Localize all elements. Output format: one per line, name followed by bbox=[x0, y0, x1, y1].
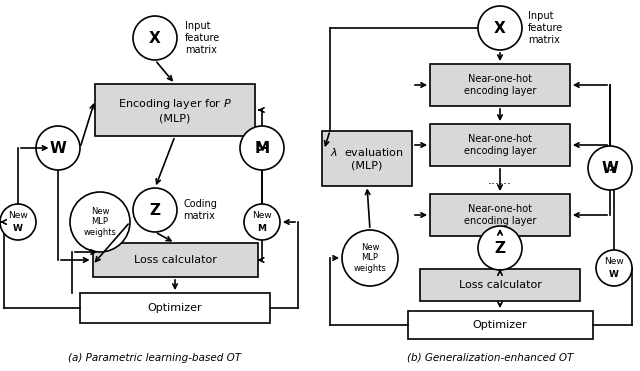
Circle shape bbox=[0, 204, 36, 240]
Text: Optimizer: Optimizer bbox=[473, 320, 527, 330]
Text: (a) Parametric learning-based OT: (a) Parametric learning-based OT bbox=[68, 353, 241, 363]
Text: New
$\mathbf{W}$: New $\mathbf{W}$ bbox=[8, 211, 28, 233]
Text: Optimizer: Optimizer bbox=[148, 303, 202, 313]
Circle shape bbox=[244, 204, 280, 240]
FancyBboxPatch shape bbox=[420, 269, 580, 301]
Text: New
MLP
weights: New MLP weights bbox=[353, 243, 387, 273]
Circle shape bbox=[36, 126, 80, 170]
Circle shape bbox=[240, 126, 284, 170]
Circle shape bbox=[588, 146, 632, 190]
Text: $\mathbf{Z}$: $\mathbf{Z}$ bbox=[149, 202, 161, 218]
Circle shape bbox=[478, 226, 522, 270]
Text: Loss calculator: Loss calculator bbox=[459, 280, 541, 290]
Text: Near-one-hot
encoding layer: Near-one-hot encoding layer bbox=[464, 204, 536, 226]
Text: Loss calculator: Loss calculator bbox=[134, 255, 216, 265]
Circle shape bbox=[70, 192, 130, 252]
Text: (b) Generalization-enhanced OT: (b) Generalization-enhanced OT bbox=[407, 353, 573, 363]
Text: $\mathbf{W}$: $\mathbf{W}$ bbox=[601, 160, 619, 176]
Circle shape bbox=[133, 188, 177, 232]
FancyBboxPatch shape bbox=[430, 194, 570, 236]
Text: $\mathbf{W}$: $\mathbf{W}$ bbox=[49, 140, 67, 156]
Text: Near-one-hot
encoding layer: Near-one-hot encoding layer bbox=[464, 74, 536, 96]
Text: New
MLP
weights: New MLP weights bbox=[84, 207, 116, 237]
Text: New
$\mathbf{M}$: New $\mathbf{M}$ bbox=[252, 211, 272, 233]
FancyBboxPatch shape bbox=[93, 243, 257, 277]
Text: $\mathbf{M}$: $\mathbf{M}$ bbox=[254, 140, 270, 156]
Circle shape bbox=[133, 16, 177, 60]
Text: Input
feature
matrix: Input feature matrix bbox=[528, 12, 563, 45]
Circle shape bbox=[478, 6, 522, 50]
Text: Near-one-hot
encoding layer: Near-one-hot encoding layer bbox=[464, 134, 536, 156]
Text: $\mathbf{X}$: $\mathbf{X}$ bbox=[493, 20, 507, 36]
FancyBboxPatch shape bbox=[408, 311, 593, 339]
Text: Coding
matrix: Coding matrix bbox=[183, 199, 217, 221]
Text: $\lambda$  evaluation
(MLP): $\lambda$ evaluation (MLP) bbox=[330, 146, 404, 170]
Circle shape bbox=[342, 230, 398, 286]
FancyBboxPatch shape bbox=[430, 124, 570, 166]
FancyBboxPatch shape bbox=[322, 131, 412, 186]
Text: New
$\mathbf{W}$: New $\mathbf{W}$ bbox=[604, 257, 624, 279]
FancyBboxPatch shape bbox=[430, 64, 570, 106]
Circle shape bbox=[596, 250, 632, 286]
FancyBboxPatch shape bbox=[95, 84, 255, 136]
FancyBboxPatch shape bbox=[80, 293, 270, 323]
Text: $\mathbf{X}$: $\mathbf{X}$ bbox=[148, 30, 162, 46]
Text: ......: ...... bbox=[488, 174, 512, 187]
Text: Input
feature
matrix: Input feature matrix bbox=[185, 22, 220, 55]
Text: Encoding layer for $\it{P}$
(MLP): Encoding layer for $\it{P}$ (MLP) bbox=[118, 97, 232, 123]
Text: $\mathbf{Z}$: $\mathbf{Z}$ bbox=[494, 240, 506, 256]
